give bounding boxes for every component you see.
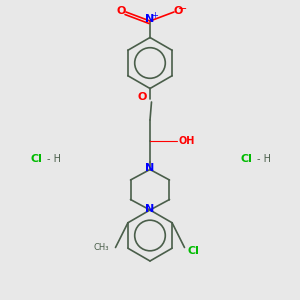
Text: CH₃: CH₃ [94, 243, 110, 252]
Text: OH: OH [178, 136, 195, 146]
Text: N: N [146, 203, 154, 214]
Text: - H: - H [47, 154, 61, 164]
Text: Cl: Cl [240, 154, 252, 164]
Text: Cl: Cl [30, 154, 42, 164]
Text: Cl: Cl [188, 245, 200, 256]
Text: N: N [146, 163, 154, 173]
Text: O: O [117, 5, 126, 16]
Text: O: O [174, 5, 183, 16]
Text: O: O [138, 92, 147, 103]
Text: −: − [178, 4, 187, 14]
Text: - H: - H [257, 154, 271, 164]
Text: N: N [146, 14, 154, 25]
Text: +: + [151, 11, 158, 20]
